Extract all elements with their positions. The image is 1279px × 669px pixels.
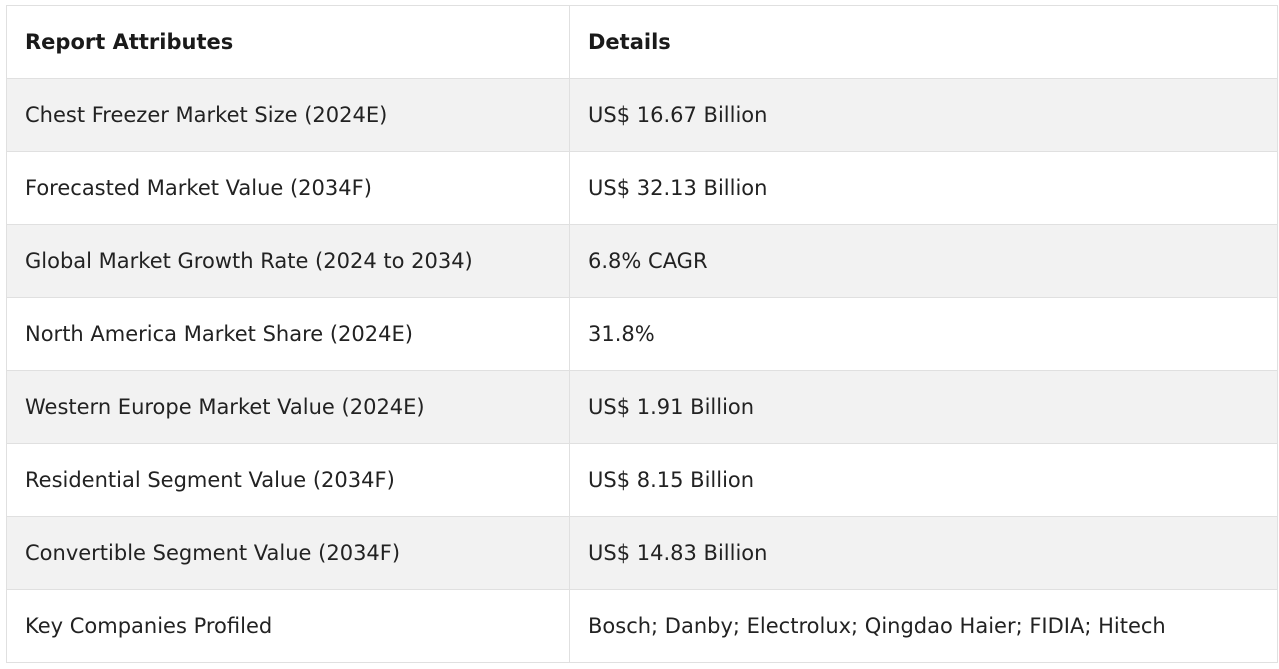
detail-cell: US$ 32.13 Billion — [569, 151, 1278, 225]
table-row: Forecasted Market Value (2034F) US$ 32.1… — [6, 151, 1278, 225]
table-row: Global Market Growth Rate (2024 to 2034)… — [6, 224, 1278, 298]
detail-cell: Bosch; Danby; Electrolux; Qingdao Haier;… — [569, 589, 1278, 663]
attribute-cell: North America Market Share (2024E) — [6, 297, 570, 371]
table-row: North America Market Share (2024E) 31.8% — [6, 297, 1278, 371]
column-header-report-attributes: Report Attributes — [6, 5, 570, 79]
detail-cell: US$ 8.15 Billion — [569, 443, 1278, 517]
table-row: Western Europe Market Value (2024E) US$ … — [6, 370, 1278, 444]
attribute-cell: Convertible Segment Value (2034F) — [6, 516, 570, 590]
table-row: Convertible Segment Value (2034F) US$ 14… — [6, 516, 1278, 590]
detail-cell: US$ 14.83 Billion — [569, 516, 1278, 590]
attribute-cell: Western Europe Market Value (2024E) — [6, 370, 570, 444]
detail-cell: US$ 16.67 Billion — [569, 78, 1278, 152]
attribute-cell: Chest Freezer Market Size (2024E) — [6, 78, 570, 152]
column-header-details: Details — [569, 5, 1278, 79]
detail-cell: 6.8% CAGR — [569, 224, 1278, 298]
header-row: Report Attributes Details — [6, 5, 1278, 79]
attribute-cell: Key Companies Profiled — [6, 589, 570, 663]
table-row: Residential Segment Value (2034F) US$ 8.… — [6, 443, 1278, 517]
table-row: Key Companies Profiled Bosch; Danby; Ele… — [6, 589, 1278, 663]
report-attributes-table-container: Report Attributes Details Chest Freezer … — [6, 5, 1278, 663]
attribute-cell: Residential Segment Value (2034F) — [6, 443, 570, 517]
detail-cell: US$ 1.91 Billion — [569, 370, 1278, 444]
report-attributes-table: Report Attributes Details Chest Freezer … — [6, 5, 1278, 663]
table-header: Report Attributes Details — [6, 5, 1278, 79]
attribute-cell: Global Market Growth Rate (2024 to 2034) — [6, 224, 570, 298]
attribute-cell: Forecasted Market Value (2034F) — [6, 151, 570, 225]
table-body: Chest Freezer Market Size (2024E) US$ 16… — [6, 78, 1278, 663]
table-row: Chest Freezer Market Size (2024E) US$ 16… — [6, 78, 1278, 152]
detail-cell: 31.8% — [569, 297, 1278, 371]
